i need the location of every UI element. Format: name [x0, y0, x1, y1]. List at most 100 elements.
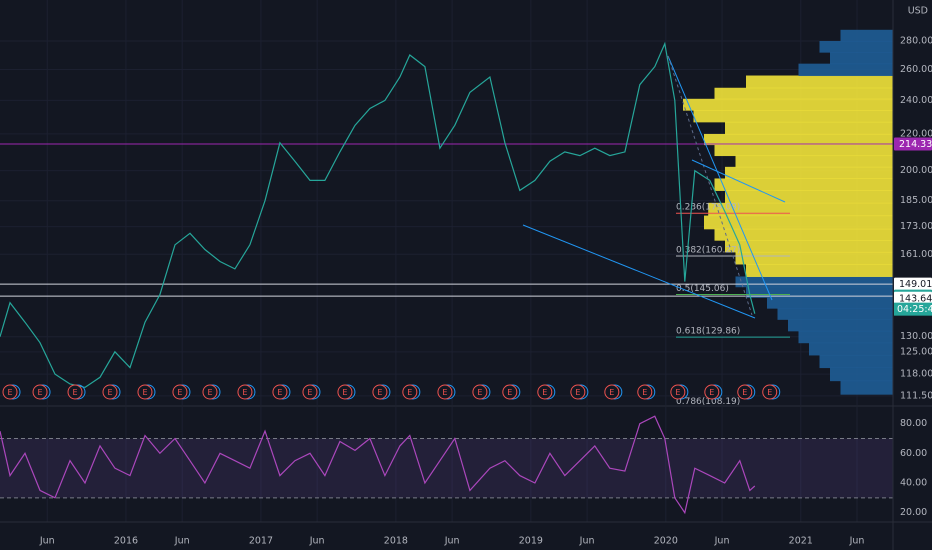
volume-bar — [819, 40, 893, 53]
x-tick-label: Jun — [579, 536, 595, 547]
y-tick-label: 111.50 — [900, 390, 932, 401]
price-marker — [894, 137, 932, 151]
trend-line — [522, 224, 756, 319]
earnings-marker — [237, 384, 253, 400]
earnings-label: E — [642, 388, 647, 397]
earnings-marker — [637, 384, 653, 400]
earnings-marker — [737, 384, 753, 400]
earnings-marker — [337, 384, 353, 400]
y-tick-label: 161.00 — [900, 249, 932, 260]
volume-bar — [809, 342, 893, 356]
y-tick-label: 220.00 — [900, 128, 932, 139]
rsi-pane — [0, 407, 893, 522]
volume-bar — [725, 121, 893, 135]
earnings-label: E — [72, 388, 77, 397]
volume-bar — [725, 166, 893, 179]
earnings-marker — [272, 384, 288, 400]
price-pane: 0.236(179.09) 0.382(160.27) 0.5(145.06) 0.6… — [0, 0, 893, 407]
earnings-label: E — [242, 388, 247, 397]
x-tick-label: Jun — [849, 536, 865, 547]
y-tick-label: 60.00 — [900, 448, 927, 459]
y-tick-label: 260.00 — [900, 64, 932, 75]
volume-bar — [777, 308, 893, 320]
earnings-marker — [32, 384, 48, 400]
earnings-label: E — [38, 388, 43, 397]
x-tick-label: 2021 — [789, 536, 813, 547]
earnings-label: E — [507, 388, 512, 397]
earnings-label: E — [442, 388, 447, 397]
countdown: 04:25:42 — [897, 304, 932, 315]
earnings-label: E — [575, 388, 580, 397]
earnings-label: E — [377, 388, 382, 397]
earnings-marker — [472, 384, 488, 400]
earnings-label: E — [107, 388, 112, 397]
x-tick-label: Jun — [714, 536, 730, 547]
y-tick-label: 240.00 — [900, 95, 932, 106]
earnings-label: E — [609, 388, 614, 397]
price-marker-label: 149.01 — [899, 279, 932, 290]
x-tick-label: 2020 — [654, 536, 678, 547]
rsi-band — [0, 438, 893, 498]
fib-label: 0.786(108.19) — [676, 397, 740, 407]
x-tick-label: Jun — [444, 536, 460, 547]
price-line — [0, 41, 756, 389]
x-tick-label: 2019 — [519, 536, 543, 547]
x-tick-label: Jun — [174, 536, 190, 547]
price-marker-label: 143.64 — [899, 293, 932, 304]
earnings-marker — [102, 384, 118, 400]
earnings-label: E — [342, 388, 347, 397]
fib-label: 0.618(129.86) — [676, 327, 740, 337]
x-tick-label: Jun — [39, 536, 55, 547]
volume-bar — [693, 110, 893, 123]
earnings-label: E — [142, 388, 147, 397]
x-tick-label: 2016 — [114, 536, 138, 547]
x-tick-label: Jun — [309, 536, 325, 547]
volume-bar — [714, 228, 893, 241]
axes: Jun 2016 Jun 2017 Jun 2018 Jun 2019 Jun 2020 Jun 20… — [39, 35, 932, 547]
countdown-box — [894, 302, 932, 316]
volume-bar — [704, 215, 893, 230]
volume-bar — [830, 367, 893, 382]
volume-bar — [746, 75, 893, 89]
volume-bar — [714, 87, 893, 100]
earnings-label: E — [207, 388, 212, 397]
volume-bar — [819, 354, 893, 369]
earnings-label: E — [277, 388, 282, 397]
earnings-label: E — [675, 388, 680, 397]
earnings-label: E — [477, 388, 482, 397]
earnings-marker — [402, 384, 418, 400]
trend-lines — [522, 55, 786, 319]
volume-bar — [840, 380, 893, 395]
earnings-marker — [670, 384, 686, 400]
price-marker-label: 214.33 — [899, 139, 932, 150]
earnings-label: E — [177, 388, 182, 397]
earnings-marker — [762, 384, 778, 400]
earnings-marker — [2, 384, 18, 400]
earnings-marker — [502, 384, 518, 400]
earnings-label: E — [407, 388, 412, 397]
earnings-label: E — [542, 388, 547, 397]
earnings-label: E — [7, 388, 12, 397]
y-tick-label: 20.00 — [900, 507, 927, 518]
earnings-marker — [67, 384, 83, 400]
earnings-label: E — [307, 388, 312, 397]
earnings-label: E — [742, 388, 747, 397]
volume-bar — [798, 330, 893, 344]
volume-bar — [798, 63, 893, 77]
y-tick-label: 125.00 — [900, 346, 932, 357]
volume-bar — [830, 52, 893, 65]
y-tick-label: 40.00 — [900, 477, 927, 488]
currency: USD — [908, 6, 928, 17]
y-tick-label: 173.00 — [900, 221, 932, 232]
y-tick-label: 118.00 — [900, 369, 932, 380]
earnings-marker — [570, 384, 586, 400]
volume-bar — [788, 319, 893, 332]
volume-bar — [735, 251, 893, 265]
earnings-marker — [437, 384, 453, 400]
volume-bar — [746, 286, 893, 298]
volume-bar — [767, 297, 893, 309]
y-tick-label: 200.00 — [900, 165, 932, 176]
fib-label: 0.236(179.09) — [676, 203, 740, 213]
volume-bar — [735, 276, 893, 288]
